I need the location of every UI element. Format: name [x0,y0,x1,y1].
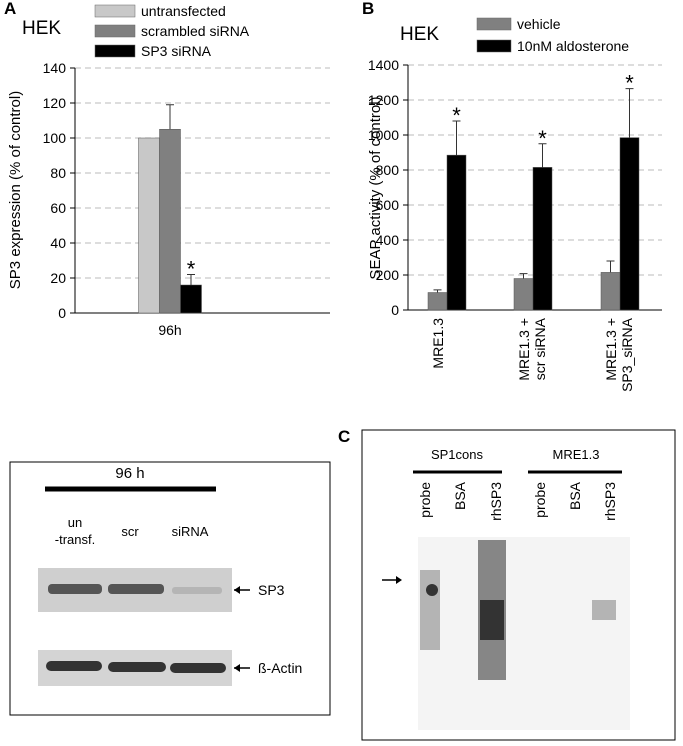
y-tick-label: 800 [376,162,400,178]
y-tick-label: 20 [50,270,66,286]
panel-label: C [338,427,350,446]
y-tick-label: 200 [376,267,400,283]
error-bar [625,88,634,138]
error-bar [519,273,528,279]
band [170,663,226,673]
emsa-frame [361,429,676,741]
band-label: SP3 [258,582,285,598]
significance-marker: * [187,257,196,282]
lane-label: rhSP3 [602,482,618,521]
y-tick-label: 600 [376,197,400,213]
band [108,662,166,672]
bar [600,272,621,311]
band [108,584,164,594]
group-label: SP1cons [431,447,484,462]
lane-label: probe [417,482,433,518]
y-axis-label: SP3 expression (% of control) [7,91,24,289]
x-tick-label: MRE1.3 + [516,318,532,381]
x-tick-label: MRE1.3 [430,318,446,369]
y-tick-label: 0 [391,302,399,318]
y-axis-label: SEAP activity (% of control) [367,96,384,279]
y-tick-label: 0 [58,305,66,321]
annotation: HEK [22,18,61,39]
x-tick-label: 96h [158,322,181,338]
error-bar [538,143,547,168]
lane-label: un [68,515,82,530]
y-tick-label: 400 [376,232,400,248]
legend-swatch [94,24,136,38]
lane-label: rhSP3 [488,482,504,521]
lane-label: scr [121,524,139,539]
band-label: ß-Actin [258,660,302,676]
error-bar [187,274,195,285]
legend-swatch [94,4,136,18]
arrow-head [396,576,402,584]
legend-label: SP3 siRNA [141,43,212,59]
band [48,584,102,594]
lane-label: -transf. [55,532,95,547]
x-tick-label: scr siRNA [532,317,548,380]
significance-marker: * [625,71,634,96]
lane-label: BSA [452,481,468,510]
legend-swatch [476,17,512,31]
error-bar [433,289,442,293]
error-bar [452,120,461,156]
legend-label: untransfected [141,3,226,19]
y-tick-label: 40 [50,235,66,251]
significance-marker: * [452,103,461,128]
x-tick-label: MRE1.3 + [603,318,619,381]
legend-swatch [476,39,512,53]
annotation: HEK [400,24,439,45]
y-tick-label: 100 [43,130,67,146]
y-tick-label: 1200 [368,92,399,108]
legend-label: scrambled siRNA [141,23,250,39]
bar [532,167,553,311]
bar [159,129,181,314]
error-bar [166,104,174,130]
group-label: MRE1.3 [553,447,600,462]
x-tick-label: SP3_siRNA [619,317,635,392]
bar [619,137,640,311]
legend-label: vehicle [517,16,561,32]
y-tick-label: 140 [43,60,67,76]
legend-swatch [94,44,136,58]
y-tick-label: 120 [43,95,67,111]
band [592,600,616,620]
lane-label: BSA [567,481,583,510]
band [480,600,504,640]
y-tick-label: 60 [50,200,66,216]
panel-label: A [4,0,16,18]
y-tick-label: 1000 [368,127,399,143]
bar [427,292,448,311]
band [46,661,102,671]
lane-label: siRNA [172,524,209,539]
bar [138,137,160,314]
spot [426,584,438,596]
bar [513,278,534,311]
arrow-head [234,586,240,594]
band [172,587,222,594]
error-bar [606,260,615,273]
y-tick-label: 1400 [368,57,399,73]
gel [418,537,630,730]
panel-label: B [362,0,374,18]
bar [180,284,202,314]
legend-label: 10nM aldosterone [517,38,629,54]
lane-smear [420,570,440,650]
arrow-head [234,664,240,672]
bar [446,154,467,311]
y-tick-label: 80 [50,165,66,181]
lane-label: probe [532,482,548,518]
blot-frame [9,461,331,716]
significance-marker: * [538,126,547,151]
blot-header: 96 h [115,465,144,482]
